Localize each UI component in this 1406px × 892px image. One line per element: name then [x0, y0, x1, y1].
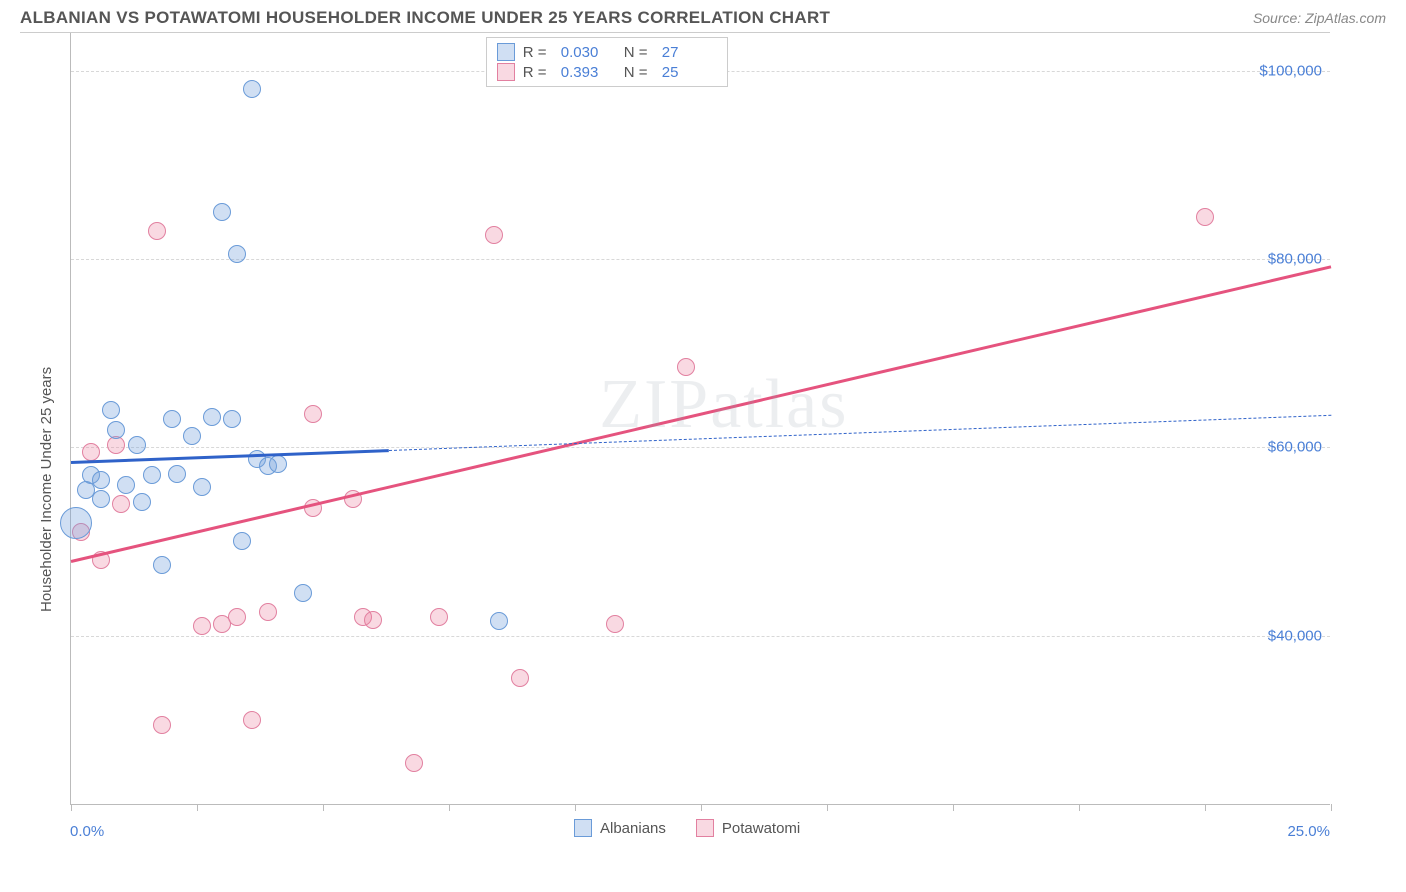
legend-item: Albanians: [574, 819, 666, 837]
data-point: [228, 608, 246, 626]
data-point: [82, 443, 100, 461]
series-legend: Albanians Potawatomi: [574, 819, 800, 837]
n-value: 27: [662, 44, 717, 61]
y-axis-title: Householder Income Under 25 years: [38, 367, 55, 612]
data-point: [92, 490, 110, 508]
data-point: [143, 466, 161, 484]
data-point: [107, 421, 125, 439]
chart-source: Source: ZipAtlas.com: [1253, 10, 1386, 26]
data-point: [193, 617, 211, 635]
data-point: [606, 615, 624, 633]
x-tick: [701, 804, 702, 811]
r-label: R =: [523, 44, 553, 61]
correlation-legend: R = 0.030 N = 27 R = 0.393 N = 25: [486, 37, 728, 87]
chart-title: ALBANIAN VS POTAWATOMI HOUSEHOLDER INCOM…: [20, 8, 830, 28]
r-value: 0.393: [561, 64, 616, 81]
r-value: 0.030: [561, 44, 616, 61]
data-point: [485, 226, 503, 244]
x-axis-min-label: 0.0%: [70, 823, 104, 840]
y-tick-label: $80,000: [1268, 250, 1322, 267]
data-point: [364, 611, 382, 629]
data-point: [183, 427, 201, 445]
x-tick: [953, 804, 954, 811]
y-tick-label: $100,000: [1259, 62, 1322, 79]
gridline: [71, 259, 1330, 260]
x-tick: [1205, 804, 1206, 811]
trend-line: [388, 414, 1331, 450]
data-point: [168, 465, 186, 483]
data-point: [677, 358, 695, 376]
x-tick: [449, 804, 450, 811]
data-point: [430, 608, 448, 626]
data-point: [511, 669, 529, 687]
n-label: N =: [624, 44, 654, 61]
chart-header: ALBANIAN VS POTAWATOMI HOUSEHOLDER INCOM…: [0, 0, 1406, 32]
data-point: [92, 471, 110, 489]
x-tick: [575, 804, 576, 811]
n-value: 25: [662, 64, 717, 81]
legend-item: Potawatomi: [696, 819, 800, 837]
chart-area: $40,000 $60,000 $80,000 $100,000 Householde…: [20, 32, 1330, 804]
data-point: [163, 410, 181, 428]
data-point: [243, 80, 261, 98]
data-point: [112, 495, 130, 513]
data-point: [148, 222, 166, 240]
legend-swatch: [497, 63, 515, 81]
trend-line: [71, 266, 1332, 564]
x-tick: [1331, 804, 1332, 811]
data-point: [294, 584, 312, 602]
x-tick: [1079, 804, 1080, 811]
data-point: [193, 478, 211, 496]
data-point: [405, 754, 423, 772]
data-point: [102, 401, 120, 419]
legend-label: Albanians: [600, 820, 666, 837]
legend-swatch: [497, 43, 515, 61]
plot-area: $40,000 $60,000 $80,000 $100,000: [70, 33, 1330, 805]
data-point: [269, 455, 287, 473]
data-point: [304, 405, 322, 423]
x-tick: [323, 804, 324, 811]
data-point: [153, 556, 171, 574]
n-label: N =: [624, 64, 654, 81]
legend-row: R = 0.393 N = 25: [497, 62, 717, 82]
x-axis-max-label: 25.0%: [1287, 823, 1330, 840]
data-point: [117, 476, 135, 494]
data-point: [1196, 208, 1214, 226]
data-point: [223, 410, 241, 428]
x-tick: [71, 804, 72, 811]
x-tick: [827, 804, 828, 811]
data-point: [243, 711, 261, 729]
data-point: [133, 493, 151, 511]
data-point: [60, 507, 92, 539]
legend-swatch: [574, 819, 592, 837]
data-point: [233, 532, 251, 550]
data-point: [213, 203, 231, 221]
data-point: [203, 408, 221, 426]
y-tick-label: $40,000: [1268, 627, 1322, 644]
y-tick-label: $60,000: [1268, 439, 1322, 456]
data-point: [490, 612, 508, 630]
data-point: [153, 716, 171, 734]
r-label: R =: [523, 64, 553, 81]
data-point: [228, 245, 246, 263]
gridline: [71, 636, 1330, 637]
legend-label: Potawatomi: [722, 820, 800, 837]
gridline: [71, 447, 1330, 448]
data-point: [259, 603, 277, 621]
x-tick: [197, 804, 198, 811]
legend-row: R = 0.030 N = 27: [497, 42, 717, 62]
legend-swatch: [696, 819, 714, 837]
data-point: [128, 436, 146, 454]
